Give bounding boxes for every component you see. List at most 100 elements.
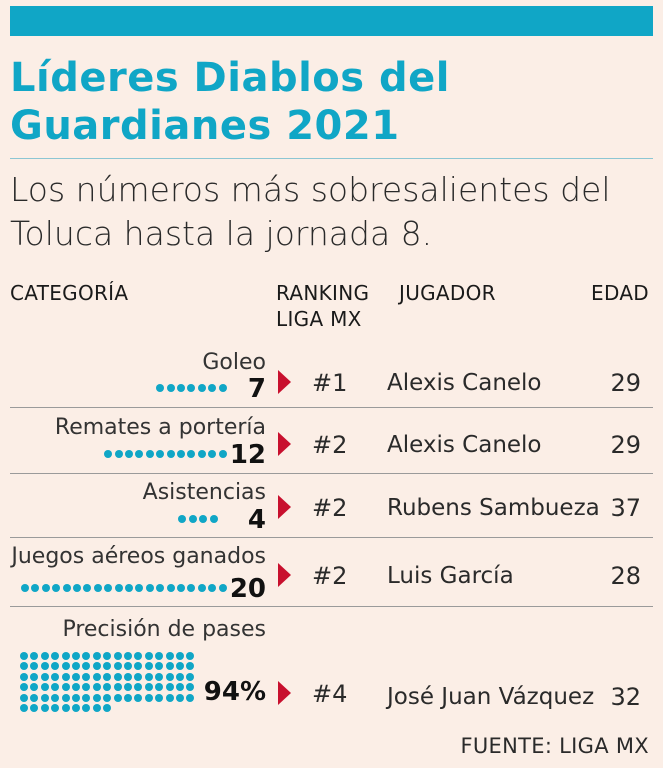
data-dot — [177, 584, 185, 592]
arrow-marker — [278, 370, 291, 394]
data-dot — [209, 515, 218, 523]
data-dot — [20, 704, 28, 712]
data-dot — [51, 662, 60, 671]
data-dot — [145, 450, 154, 458]
data-dot — [114, 450, 123, 458]
column-header-category: CATEGORÍA — [10, 281, 129, 305]
data-dot — [104, 584, 113, 592]
ranking-value: #2 — [312, 562, 348, 590]
data-dot — [113, 662, 122, 671]
data-dot — [197, 384, 206, 392]
data-dot — [30, 704, 39, 712]
row-divider — [10, 606, 653, 607]
data-dot — [93, 584, 102, 592]
data-dot — [197, 584, 206, 592]
data-dot — [208, 584, 217, 592]
data-dot — [166, 584, 175, 592]
data-dot — [72, 693, 80, 702]
data-dot — [113, 693, 122, 702]
data-dot — [124, 683, 132, 692]
data-dot — [52, 584, 61, 592]
data-dot — [61, 662, 70, 671]
player-name: Rubens Sambueza — [387, 495, 600, 521]
category-value: 20 — [229, 574, 266, 604]
arrow-marker — [278, 681, 291, 705]
data-dot — [124, 652, 132, 660]
data-dot — [134, 683, 143, 692]
data-dot — [41, 584, 50, 592]
data-dot — [92, 683, 101, 692]
data-dot — [82, 672, 91, 681]
data-dot — [82, 662, 91, 671]
data-dot — [144, 652, 153, 660]
data-dot — [20, 662, 28, 671]
data-dot — [61, 704, 70, 712]
data-dot — [176, 683, 184, 692]
data-dot — [166, 384, 175, 392]
chart-subtitle: Los números más sobresalientes del Toluc… — [10, 170, 611, 253]
data-dot — [30, 672, 39, 681]
ranking-value: #2 — [312, 494, 348, 522]
data-dot — [187, 384, 196, 392]
category-label: Remates a portería — [54, 415, 266, 440]
data-dot — [72, 683, 80, 692]
data-dot — [186, 683, 195, 692]
data-dot — [155, 693, 164, 702]
data-dot — [197, 450, 206, 458]
data-dot — [73, 584, 81, 592]
data-dot — [187, 450, 196, 458]
data-dot — [135, 450, 144, 458]
player-name: Alexis Canelo — [387, 432, 542, 458]
player-age: 37 — [610, 494, 641, 522]
ranking-value: #2 — [312, 431, 348, 459]
data-dot — [208, 384, 217, 392]
data-dot — [144, 693, 153, 702]
data-dot — [103, 652, 112, 660]
arrow-marker — [278, 563, 291, 587]
data-dot — [177, 450, 185, 458]
data-dot — [124, 672, 132, 681]
data-dot — [124, 662, 132, 671]
category-label: Precisión de pases — [62, 617, 266, 642]
data-dot — [40, 652, 49, 660]
data-dot — [40, 662, 49, 671]
data-dot — [135, 584, 144, 592]
player-age: 32 — [610, 683, 641, 711]
category-label: Asistencias — [142, 480, 266, 505]
data-dot — [186, 672, 195, 681]
data-dot — [51, 693, 60, 702]
data-dot — [113, 652, 122, 660]
data-dot — [176, 662, 184, 671]
data-dot — [82, 704, 91, 712]
data-dot — [61, 693, 70, 702]
arrow-marker — [278, 495, 291, 519]
category-value: 12 — [229, 440, 266, 470]
data-dot — [134, 672, 143, 681]
data-dot — [72, 704, 80, 712]
column-header-player: JUGADOR — [399, 281, 496, 305]
data-dot — [72, 662, 80, 671]
data-dot — [92, 652, 101, 660]
data-dot — [134, 693, 143, 702]
chart-title: Líderes Diablos del Guardianes 2021 — [10, 55, 450, 149]
data-dot — [134, 662, 143, 671]
data-dot — [20, 683, 28, 692]
data-dot — [114, 584, 123, 592]
data-dot — [178, 515, 187, 523]
data-dot — [165, 693, 174, 702]
data-dot — [40, 693, 49, 702]
data-dot — [186, 652, 195, 660]
category-value: 7 — [247, 374, 266, 404]
data-dot — [30, 693, 39, 702]
player-age: 29 — [610, 431, 641, 459]
player-name: Alexis Canelo — [387, 370, 542, 396]
data-dot — [82, 683, 91, 692]
data-dot — [61, 683, 70, 692]
data-dot — [103, 683, 112, 692]
data-dot — [176, 693, 184, 702]
row-divider — [10, 473, 653, 474]
data-dot — [177, 384, 185, 392]
data-dot — [40, 672, 49, 681]
data-dot — [82, 652, 91, 660]
data-dot — [125, 450, 133, 458]
